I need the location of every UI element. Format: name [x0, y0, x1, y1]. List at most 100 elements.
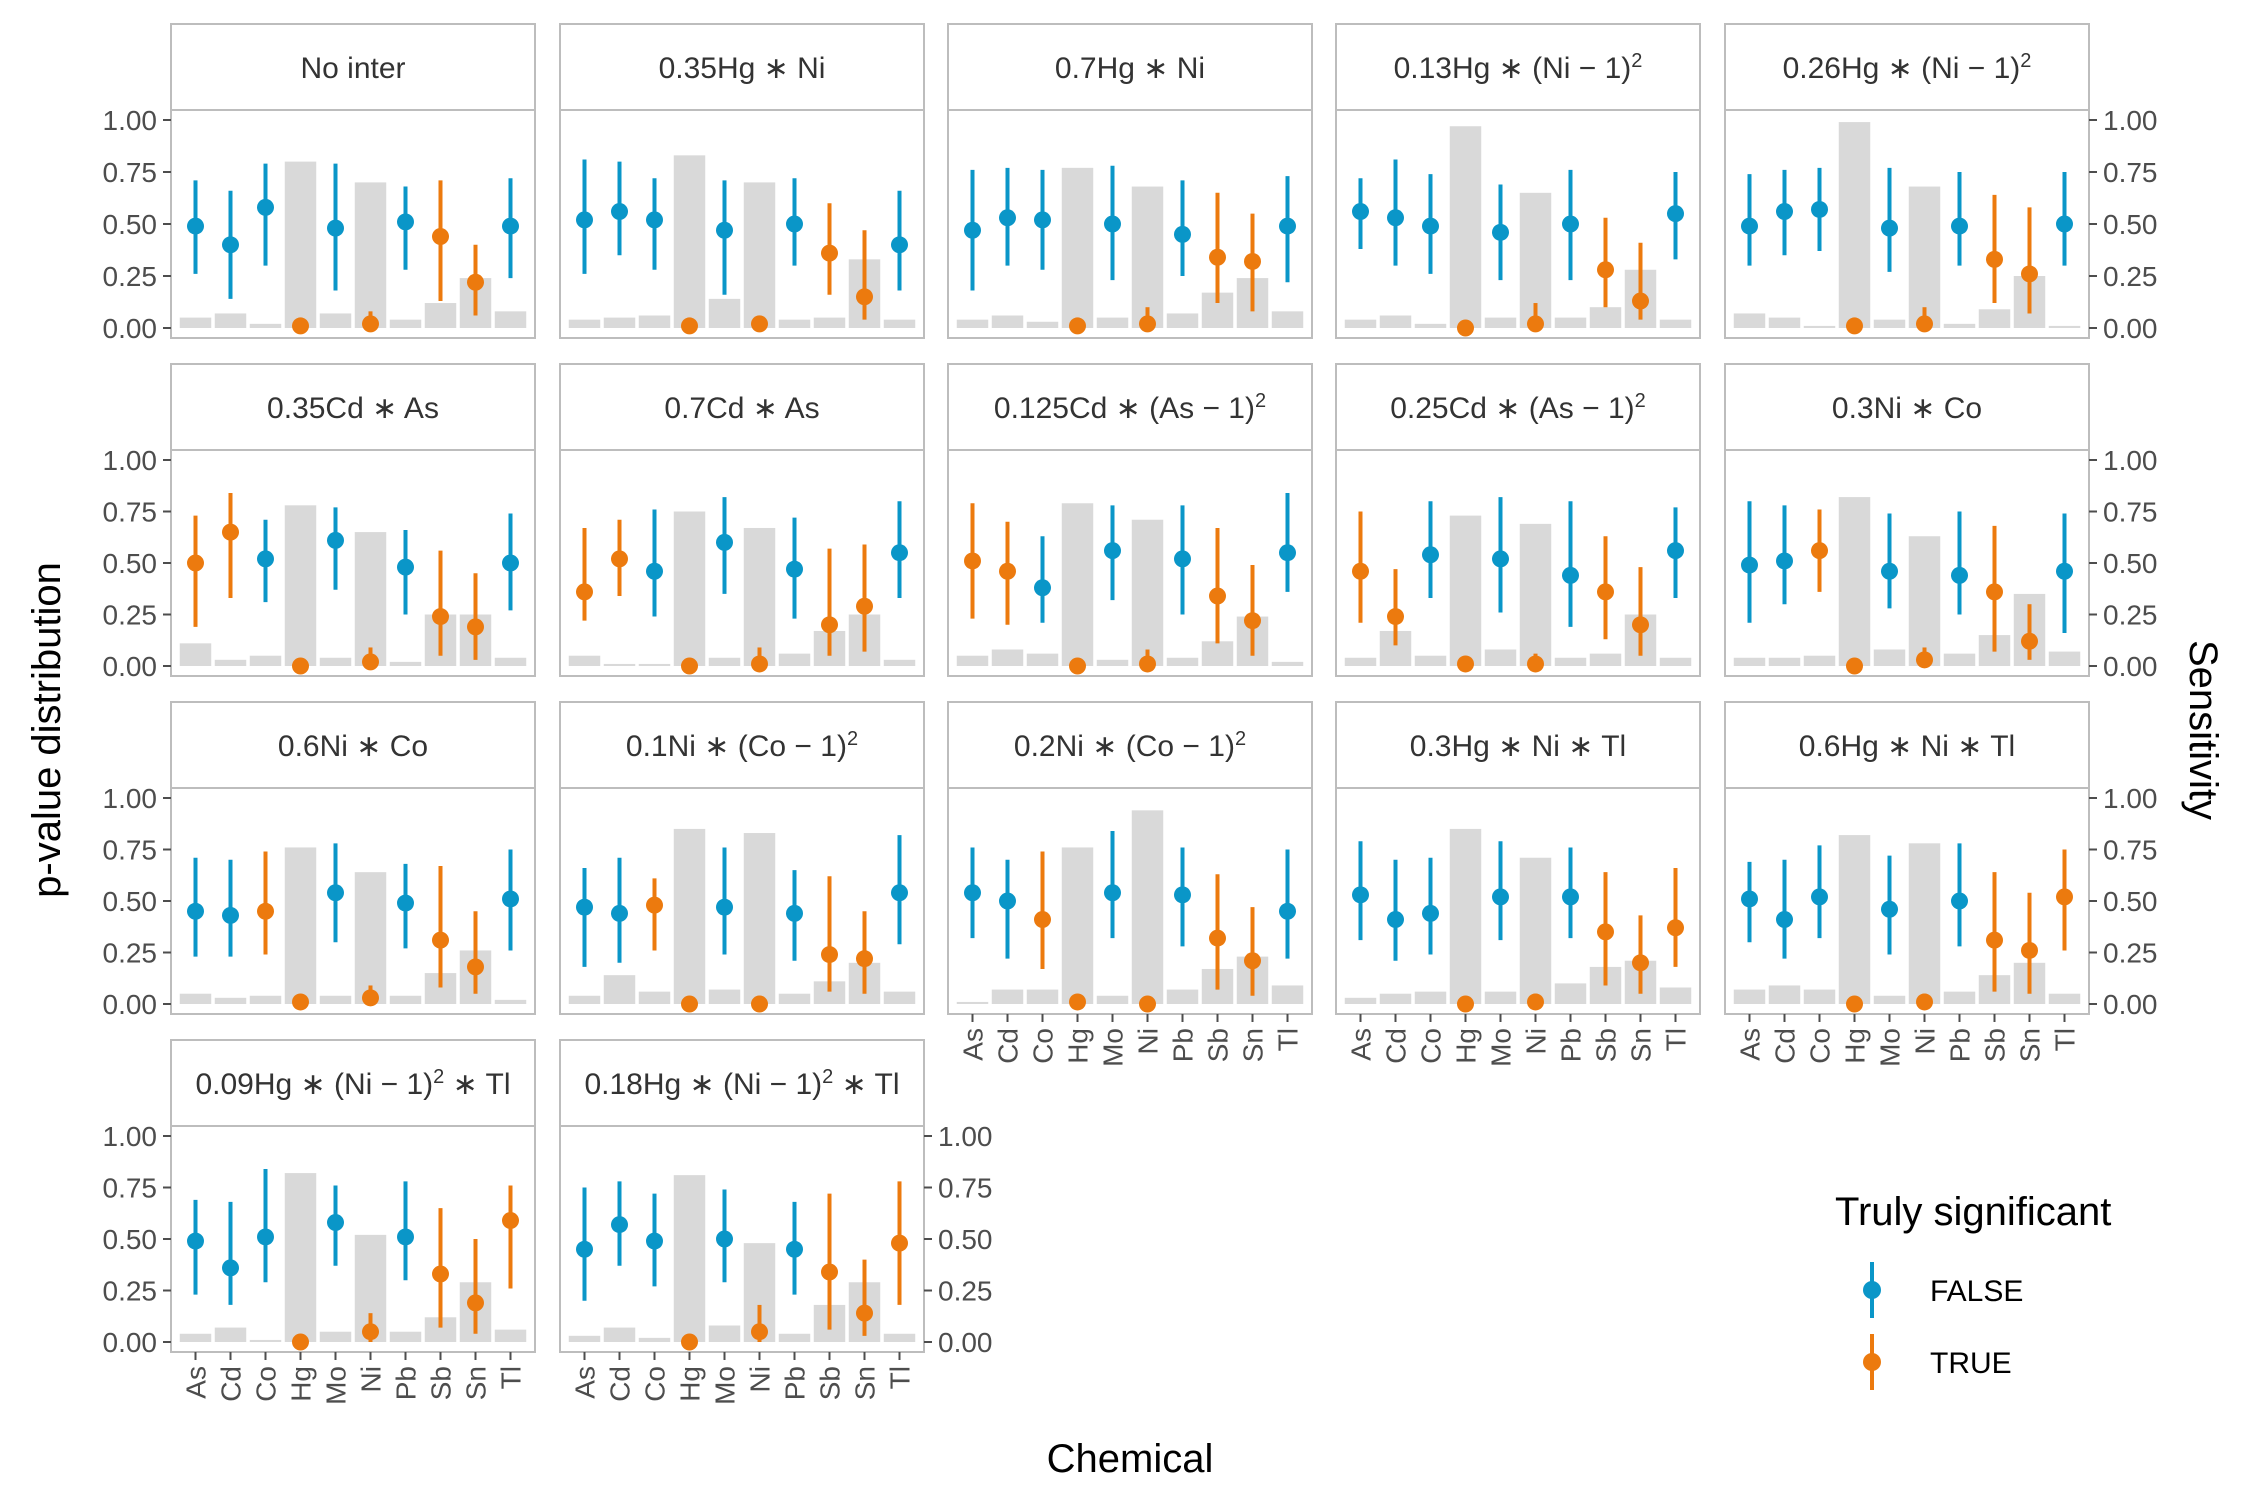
x-tick-label: Sb [815, 1366, 846, 1400]
y2-tick-label: 0.00 [2103, 313, 2158, 344]
y-tick-label: 0.75 [103, 835, 158, 866]
pvalue-point [502, 890, 519, 908]
pvalue-point [1597, 583, 1614, 601]
sensitivity-bar [1554, 317, 1587, 328]
x-tick-label: Ni [1521, 1028, 1552, 1054]
sensitivity-bar [354, 182, 387, 328]
x-tick-label: Mo [710, 1366, 741, 1405]
panel-title-part: No inter [300, 52, 405, 85]
pvalue-point [467, 618, 484, 636]
panel-strip [947, 23, 1313, 111]
sensitivity-bar [284, 847, 317, 1004]
pvalue-point [856, 597, 873, 615]
pvalue-point [1492, 223, 1509, 241]
sensitivity-bar [1803, 989, 1836, 1004]
sensitivity-bar [1733, 657, 1766, 666]
sensitivity-bar [1026, 989, 1059, 1004]
panel-9: 0.25Cd ∗ (As − 1)2 [1335, 363, 1701, 677]
panel-title-part: 0.25Cd ∗ (As − 1) [1390, 392, 1634, 425]
sensitivity-bar [1838, 122, 1871, 328]
x-tick-label: Ni [745, 1366, 776, 1392]
x-tick-label: Tl [885, 1366, 916, 1389]
x-tick-label: Sn [1626, 1028, 1657, 1062]
sensitivity-bar [708, 657, 741, 666]
pvalue-point [1881, 562, 1898, 580]
pvalue-point [1916, 315, 1933, 333]
sensitivity-bar [249, 1339, 282, 1342]
sensitivity-bar [1166, 989, 1199, 1004]
pvalue-point [1597, 261, 1614, 279]
sensitivity-bar [249, 995, 282, 1004]
pvalue-point [1422, 546, 1439, 564]
sensitivity-bar [389, 995, 422, 1004]
sensitivity-bar [568, 1335, 601, 1342]
sensitivity-bar [1768, 317, 1801, 328]
pvalue-point [1174, 550, 1191, 568]
y2-tick-label: 0.50 [938, 1224, 993, 1255]
pvalue-point [1457, 995, 1474, 1013]
sensitivity-bar [1061, 847, 1094, 1004]
x-tick-label: As [958, 1028, 989, 1061]
pvalue-point [292, 657, 309, 675]
x-tick-label: Mo [1486, 1028, 1517, 1067]
sensitivity-bar [319, 657, 352, 666]
x-tick-label: Co [1028, 1028, 1059, 1064]
x-tick-label: Tl [1661, 1028, 1692, 1051]
panel-17: 0.18Hg ∗ (Ni − 1)2 ∗ Tl 0.00 0.25 0.50 0.75 1… [559, 1039, 993, 1405]
panel-title-part: 0.7Hg ∗ Ni [1055, 52, 1205, 85]
y2-tick-label: 1.00 [2103, 445, 2158, 476]
y-tick-label: 0.00 [103, 313, 158, 344]
pvalue-point [751, 315, 768, 333]
panel-title: No inter [300, 52, 405, 85]
pvalue-point [786, 1240, 803, 1258]
panel-title-part: 0.2Ni ∗ (Co − 1) [1014, 730, 1235, 763]
sensitivity-bar [1519, 523, 1552, 666]
sensitivity-bar [214, 313, 247, 328]
pvalue-point [1776, 552, 1793, 570]
sensitivity-bar [673, 155, 706, 328]
pvalue-point [1069, 317, 1086, 335]
sensitivity-bar [1026, 653, 1059, 666]
pvalue-point [1986, 583, 2003, 601]
x-tick-label: Tl [496, 1366, 527, 1389]
pvalue-point [611, 550, 628, 568]
pvalue-point [2056, 215, 2073, 233]
pvalue-point [467, 958, 484, 976]
sensitivity-bar [494, 657, 527, 666]
pvalue-point [999, 562, 1016, 580]
panel-title: 0.35Hg ∗ Ni [659, 52, 826, 85]
sensitivity-bar [1201, 641, 1234, 666]
y-tick-label: 0.50 [103, 886, 158, 917]
sensitivity-bar [1838, 497, 1871, 666]
sensitivity-bar [568, 995, 601, 1004]
panel-strip [559, 23, 925, 111]
x-tick-label: Pb [391, 1366, 422, 1400]
y2-tick-label: 0.75 [938, 1173, 993, 1204]
panel-title-part: 2 [433, 1066, 444, 1088]
panel-strip [947, 363, 1313, 451]
panel-title: 0.1Ni ∗ (Co − 1)2 [626, 728, 858, 763]
pvalue-point [1209, 587, 1226, 605]
pvalue-point [1916, 993, 1933, 1011]
pvalue-point [1387, 608, 1404, 626]
pvalue-point [1846, 317, 1863, 335]
x-tick-label: Sn [461, 1366, 492, 1400]
pvalue-point [891, 884, 908, 902]
panel-title: 0.13Hg ∗ (Ni − 1)2 [1394, 50, 1643, 85]
x-tick-label: Ni [356, 1366, 387, 1392]
sensitivity-bar [603, 975, 636, 1004]
sensitivity-bar [1838, 835, 1871, 1004]
sensitivity-bar [1589, 307, 1622, 328]
sensitivity-bar [1873, 995, 1906, 1004]
sensitivity-bar [883, 659, 916, 666]
panel-4: 0.13Hg ∗ (Ni − 1)2 [1335, 23, 1701, 339]
y2-tick-label: 0.00 [2103, 651, 2158, 682]
y-tick-label: 0.25 [103, 261, 158, 292]
y-tick-label: 0.75 [103, 157, 158, 188]
pvalue-point [681, 657, 698, 675]
panel-strip [170, 701, 536, 789]
x-tick-label: Sb [1591, 1028, 1622, 1062]
pvalue-point [1667, 542, 1684, 560]
x-tick-label: Hg [1063, 1028, 1094, 1064]
pvalue-point [1457, 655, 1474, 673]
